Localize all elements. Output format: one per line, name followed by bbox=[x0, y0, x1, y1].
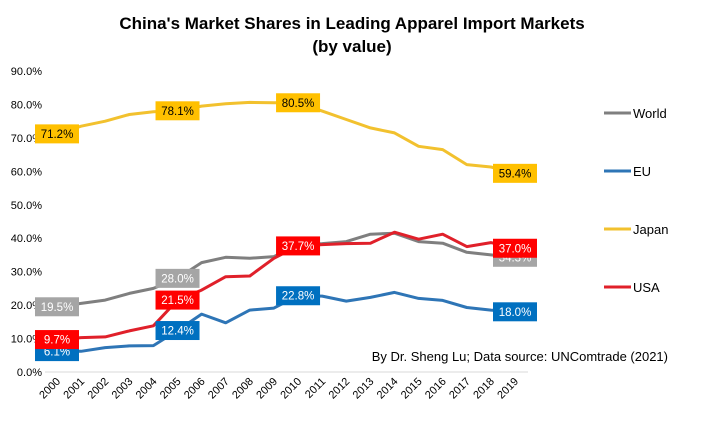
data-label-japan: 59.4% bbox=[493, 163, 537, 183]
data-label-world: 19.5% bbox=[35, 297, 79, 317]
x-tick-label: 2014 bbox=[375, 376, 401, 402]
x-tick-label: 2012 bbox=[327, 376, 353, 402]
data-label-text: 78.1% bbox=[161, 106, 194, 118]
legend-item-japan: Japan bbox=[604, 222, 668, 237]
y-tick-label: 80.0% bbox=[11, 99, 42, 111]
data-label-text: 28.0% bbox=[161, 273, 194, 285]
data-label-text: 21.5% bbox=[161, 295, 194, 307]
data-label-box bbox=[493, 238, 537, 258]
data-label-text: 22.8% bbox=[282, 291, 315, 303]
y-tick-label: 90.0% bbox=[11, 66, 42, 78]
x-tick-label: 2001 bbox=[61, 376, 87, 402]
x-tick-label: 2007 bbox=[206, 376, 232, 402]
data-label-box bbox=[155, 101, 200, 121]
x-tick-label: 2002 bbox=[86, 376, 112, 402]
data-label-usa: 9.7% bbox=[35, 330, 79, 350]
data-label-usa: 21.5% bbox=[155, 290, 200, 310]
legend-label: Japan bbox=[633, 222, 668, 237]
legend-item-eu: EU bbox=[604, 164, 651, 179]
series-line-japan bbox=[55, 100, 517, 175]
legend-label: USA bbox=[633, 280, 660, 295]
data-label-box bbox=[276, 236, 321, 256]
x-tick-label: 2017 bbox=[447, 376, 473, 402]
x-tick-label: 2003 bbox=[110, 376, 136, 402]
data-label-eu: 22.8% bbox=[276, 286, 321, 306]
x-tick-label: 2019 bbox=[495, 376, 521, 402]
y-tick-label: 70.0% bbox=[11, 133, 42, 145]
legend-label: EU bbox=[633, 164, 651, 179]
data-label-text: 37.0% bbox=[499, 243, 532, 255]
y-tick-label: 20.0% bbox=[11, 300, 42, 312]
source-annotation: By Dr. Sheng Lu; Data source: UNComtrade… bbox=[372, 349, 668, 364]
data-label-box bbox=[493, 163, 537, 183]
y-tick-label: 10.0% bbox=[11, 334, 42, 346]
data-label-text: 12.4% bbox=[161, 326, 194, 338]
x-tick-label: 2011 bbox=[303, 376, 328, 401]
data-label-text: 37.7% bbox=[282, 241, 315, 253]
data-label-box bbox=[155, 268, 200, 288]
legend: World EU Japan USA bbox=[604, 106, 668, 295]
data-label-text: 19.5% bbox=[41, 302, 74, 314]
data-label-box bbox=[276, 286, 321, 306]
data-label-japan: 71.2% bbox=[35, 124, 79, 144]
data-label-usa: 37.7% bbox=[276, 236, 321, 256]
data-label-box bbox=[155, 290, 200, 310]
data-label-box bbox=[155, 321, 200, 341]
data-label-box bbox=[35, 124, 79, 144]
legend-item-usa: USA bbox=[604, 280, 660, 295]
x-tick-label: 2008 bbox=[230, 376, 256, 402]
x-tick-label: 2018 bbox=[471, 376, 497, 402]
y-tick-label: 0.0% bbox=[17, 367, 42, 379]
y-tick-label: 60.0% bbox=[11, 166, 42, 178]
y-axis: 0.0% 10.0% 20.0% 30.0% 40.0% 50.0% 60.0% 70.0% 8… bbox=[11, 66, 42, 379]
data-label-text: 59.4% bbox=[499, 168, 532, 180]
data-label-eu: 18.0% bbox=[493, 302, 537, 322]
data-label-text: 18.0% bbox=[499, 307, 532, 319]
x-axis: 2000200120022003200420052006200720082009… bbox=[37, 376, 521, 402]
data-label-japan: 78.1% bbox=[155, 101, 200, 121]
data-label-box bbox=[35, 297, 79, 317]
chart-subtitle: (by value) bbox=[312, 37, 391, 56]
series-lines bbox=[55, 100, 517, 354]
data-label-text: 9.7% bbox=[44, 335, 70, 347]
x-tick-label: 2005 bbox=[158, 376, 184, 402]
data-labels: 19.5%28.0%34.3%6.1%12.4%22.8%18.0%71.2%7… bbox=[35, 93, 537, 362]
legend-item-world: World bbox=[604, 106, 667, 121]
x-tick-label: 2013 bbox=[351, 376, 377, 402]
data-label-japan: 80.5% bbox=[276, 93, 321, 113]
data-label-box bbox=[276, 93, 321, 113]
chart-title: China's Market Shares in Leading Apparel… bbox=[119, 14, 584, 33]
legend-label: World bbox=[633, 106, 667, 121]
data-label-box bbox=[493, 302, 537, 322]
x-tick-label: 2010 bbox=[278, 376, 304, 402]
data-label-usa: 37.0% bbox=[493, 238, 537, 258]
x-tick-label: 2000 bbox=[37, 376, 63, 402]
data-label-text: 6.1% bbox=[44, 347, 70, 359]
data-label-text: 71.2% bbox=[41, 129, 74, 141]
y-tick-label: 50.0% bbox=[11, 200, 42, 212]
x-tick-label: 2016 bbox=[423, 376, 449, 402]
data-label-box bbox=[35, 330, 79, 350]
y-tick-label: 30.0% bbox=[11, 267, 42, 279]
x-tick-label: 2004 bbox=[134, 376, 160, 402]
y-tick-label: 40.0% bbox=[11, 233, 42, 245]
data-label-eu: 12.4% bbox=[155, 321, 200, 341]
x-tick-label: 2006 bbox=[182, 376, 208, 402]
x-tick-label: 2015 bbox=[399, 376, 425, 402]
x-tick-label: 2009 bbox=[254, 376, 280, 402]
data-label-world: 28.0% bbox=[155, 268, 200, 288]
data-label-text: 80.5% bbox=[282, 98, 315, 110]
